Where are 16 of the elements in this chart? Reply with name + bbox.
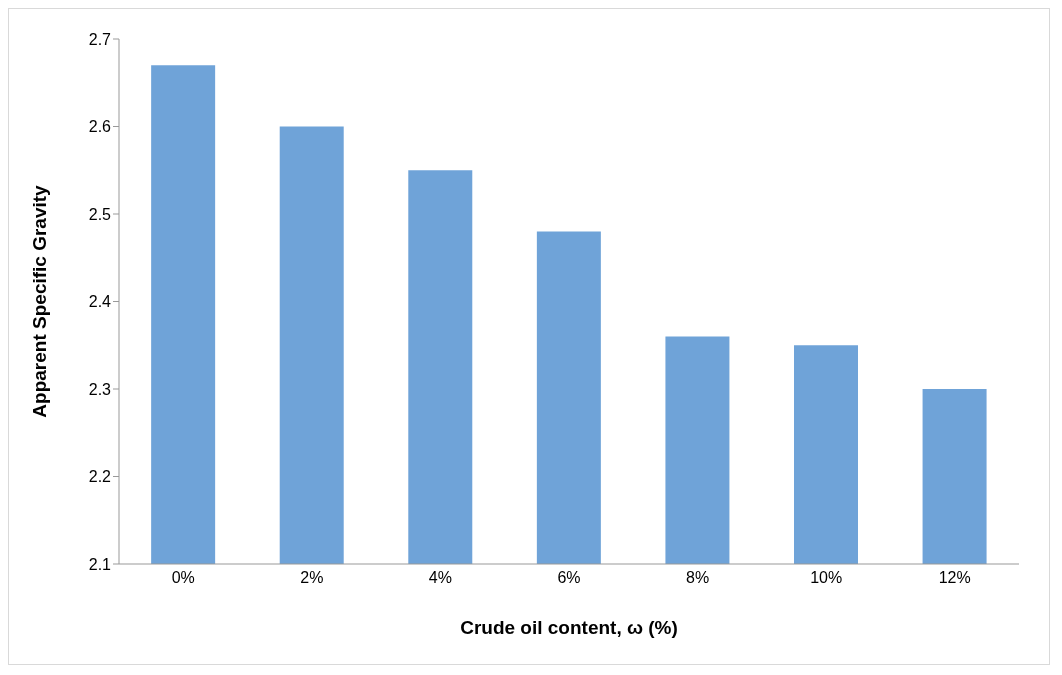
x-tick-label: 10% [810,569,843,587]
x-tick-label: 12% [938,569,971,587]
y-tick-label: 2.3 [88,380,112,398]
y-tick-label: 2.4 [88,293,112,311]
y-tick-label: 2.1 [88,555,112,573]
y-tick-label: 2.5 [88,205,112,223]
y-tick-label: 2.2 [88,468,112,486]
x-axis-title: Crude oil content, ω (%) [460,617,678,638]
x-tick-label: 0% [171,569,195,587]
y-tick-label: 2.6 [88,118,112,136]
y-tick-label: 2.7 [88,30,112,48]
x-tick-label: 8% [686,569,710,587]
x-tick-label: 2% [300,569,324,587]
x-tick-label: 4% [428,569,452,587]
y-axis-title: Apparent Specific Gravity [28,184,50,418]
x-tick-label: 6% [557,569,581,587]
